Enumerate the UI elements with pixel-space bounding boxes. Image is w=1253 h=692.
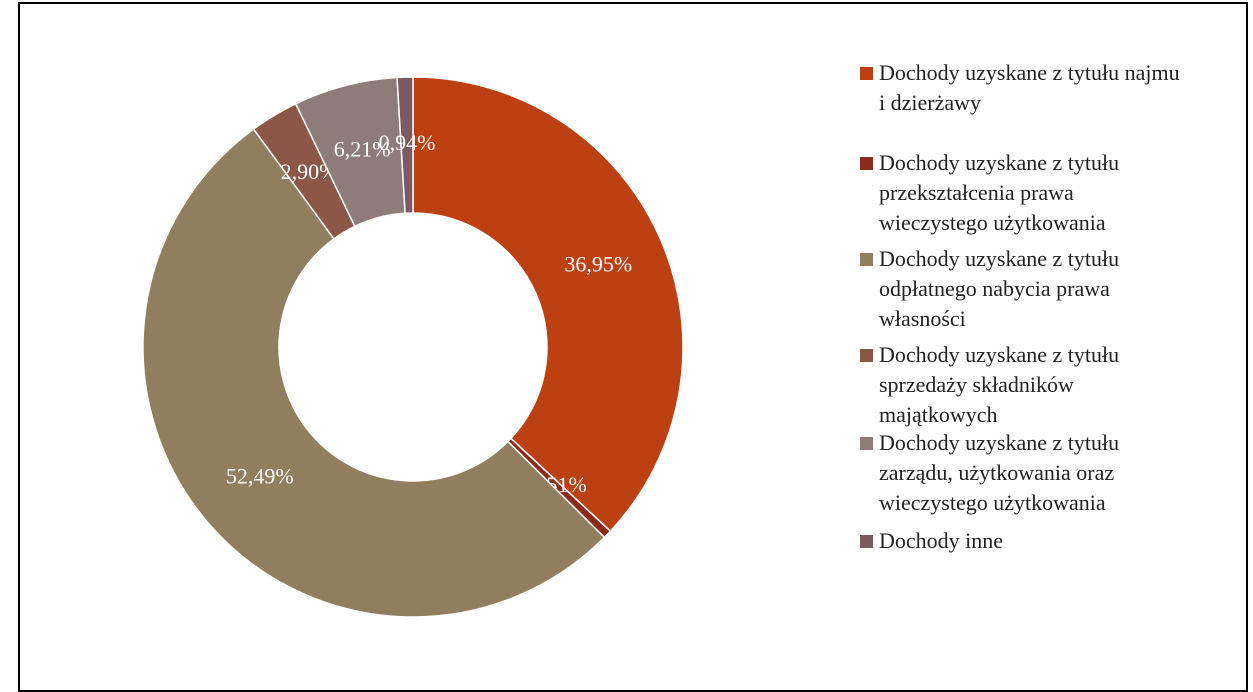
data-label: 6,21% xyxy=(334,137,391,162)
legend-swatch xyxy=(860,157,873,170)
legend-swatch xyxy=(860,535,873,548)
legend-label: Dochody uzyskane z tytułu zarządu, użytk… xyxy=(879,430,1120,515)
legend-label: Dochody uzyskane z tytułu sprzedaży skła… xyxy=(879,342,1120,427)
legend-label: Dochody inne xyxy=(879,528,1004,553)
data-label: 36,95% xyxy=(564,252,632,277)
legend-entry: Dochody uzyskane z tytułu sprzedaży skła… xyxy=(860,340,1180,430)
legend-swatch xyxy=(860,67,873,80)
legend-label: Dochody uzyskane z tytułu odpłatnego nab… xyxy=(879,246,1120,331)
legend-label: Dochody uzyskane z tytułu najmu i dzierż… xyxy=(879,60,1180,115)
legend-swatch xyxy=(860,437,873,450)
legend-entry: Dochody inne xyxy=(860,526,1180,556)
legend-label: Dochody uzyskane z tytułu przekształceni… xyxy=(879,150,1120,235)
slice xyxy=(396,76,414,215)
data-label: 0,94% xyxy=(379,130,436,155)
legend-entry: Dochody uzyskane z tytułu odpłatnego nab… xyxy=(860,244,1180,334)
legend-entry: Dochody uzyskane z tytułu najmu i dzierż… xyxy=(860,58,1180,118)
slice xyxy=(142,128,606,618)
legend-entry: Dochody uzyskane z tytułu przekształceni… xyxy=(860,148,1180,238)
legend-entry: Dochody uzyskane z tytułu zarządu, użytk… xyxy=(860,428,1180,518)
slice xyxy=(412,76,684,533)
legend-swatch xyxy=(860,349,873,362)
legend-swatch xyxy=(860,253,873,266)
data-label: 52,49% xyxy=(226,464,294,489)
